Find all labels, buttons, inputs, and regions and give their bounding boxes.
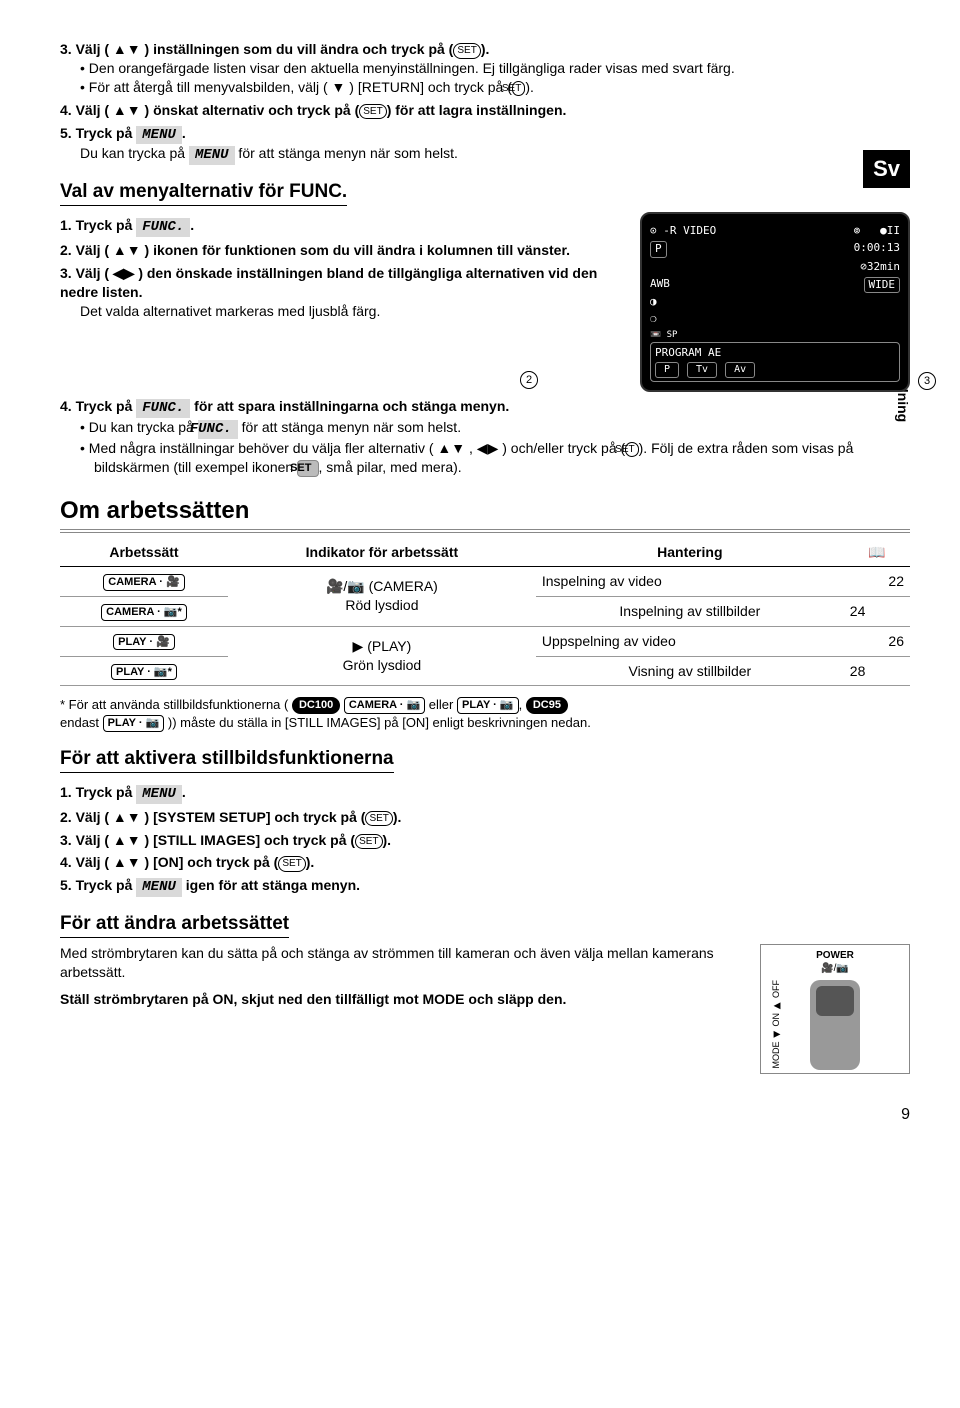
still-step-5: 5. Tryck på MENU igen för att stänga men… <box>60 876 910 897</box>
still-step-3: 3. Välj ( ▲▼ ) [STILL IMAGES] och tryck … <box>60 831 910 850</box>
step-3-note-2: För att återgå till menyvalsbilden, välj… <box>80 78 910 97</box>
func-step-4: 4. Tryck på FUNC. för att spara inställn… <box>60 397 910 418</box>
heading-modes: Om arbetssätten <box>60 495 910 533</box>
table-row: CAMERA · 🎥 🎥/📷 (CAMERA)Röd lysdiod Inspe… <box>60 566 910 596</box>
step-5: 5. Tryck på MENU. <box>60 124 910 145</box>
heading-func: Val av menyalternativ för FUNC. <box>60 179 347 206</box>
set-screen-icon: SET <box>297 460 318 477</box>
func-step-4-note2: Med några inställningar behöver du välja… <box>80 439 910 477</box>
heading-still: För att aktivera stillbildsfunktionerna <box>60 746 394 773</box>
annotation-3: 3 <box>918 372 936 390</box>
step-4: 4. Välj ( ▲▼ ) önskat alternativ och try… <box>60 101 910 120</box>
func-step-2: 2. Välj ( ▲▼ ) ikonen för funktionen som… <box>60 241 624 260</box>
still-step-4: 4. Välj ( ▲▼ ) [ON] och tryck på (SET). <box>60 853 910 872</box>
table-row: PLAY · 🎥 ▶ (PLAY)Grön lysdiod Uppspelnin… <box>60 626 910 656</box>
change-mode-text: Med strömbrytaren kan du sätta på och st… <box>60 944 740 982</box>
still-step-2: 2. Välj ( ▲▼ ) [SYSTEM SETUP] och tryck … <box>60 808 910 827</box>
step-3: 3. Välj ( ▲▼ ) inställningen som du vill… <box>60 40 910 59</box>
change-mode-instruction: Ställ strömbrytaren på ON, skjut ned den… <box>60 990 740 1009</box>
heading-change-mode: För att ändra arbetssättet <box>60 911 289 938</box>
func-step-3: 3. Välj ( ◀▶ ) den önskade inställningen… <box>60 264 624 302</box>
menu-button-icon: MENU <box>136 126 182 145</box>
func-step-1: 1. Tryck på FUNC.. <box>60 216 624 237</box>
step-3-note-1: Den orangefärgade listen visar den aktue… <box>80 59 910 78</box>
modes-table: Arbetssätt Indikator för arbetssätt Hant… <box>60 539 910 686</box>
page-number: 9 <box>60 1104 910 1126</box>
set-icon: SET <box>453 43 480 59</box>
footnote: * För att använda stillbildsfunktionerna… <box>60 696 910 732</box>
still-step-1: 1. Tryck på MENU. <box>60 783 910 804</box>
camera-screen-illustration: ⊙ -R VIDEO⊚ ●II P0:00:13 ⊘32min AWBWIDE … <box>640 212 910 392</box>
power-switch-diagram: POWER 🎥/📷 MODE ◀ ON ▶ OFF <box>760 944 910 1074</box>
step-5-note: Du kan trycka på MENU för att stänga men… <box>80 144 910 165</box>
language-badge: Sv <box>863 150 910 188</box>
func-step-4-note1: Du kan trycka på FUNC. för att stänga me… <box>80 418 910 439</box>
func-step-3-note: Det valda alternativet markeras med ljus… <box>80 302 624 321</box>
